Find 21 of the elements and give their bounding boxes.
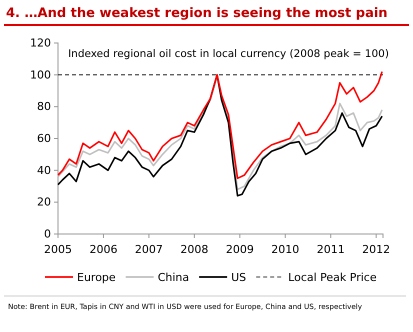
x-tick-label: 2008: [180, 243, 208, 256]
x-tick-label: 2006: [89, 243, 118, 256]
legend-label: Local Peak Price: [288, 271, 377, 284]
y-tick-label: 40: [37, 164, 51, 177]
y-tick-label: 60: [37, 132, 51, 146]
y-tick-label: 100: [30, 68, 51, 82]
x-tick-label: 2011: [316, 243, 345, 256]
y-tick-label: 80: [37, 100, 51, 114]
chart-title: 4. …And the weakest region is seeing the most pain: [6, 6, 388, 21]
y-tick-label: 20: [37, 196, 51, 209]
x-tick-label: 2009: [226, 243, 254, 256]
x-tick-label: 2012: [362, 243, 390, 256]
legend-label: China: [158, 271, 190, 284]
x-tick-label: 2005: [44, 243, 72, 256]
x-tick-label: 2007: [134, 243, 163, 256]
y-tick-label: 0: [44, 228, 51, 241]
legend-label: Europe: [77, 271, 116, 284]
legend-label: US: [231, 271, 246, 284]
y-tick-label: 120: [30, 36, 51, 50]
annotation: Indexed regional oil cost in local currency (2008 peak = 100): [68, 48, 389, 60]
x-tick-label: 2010: [271, 243, 300, 256]
